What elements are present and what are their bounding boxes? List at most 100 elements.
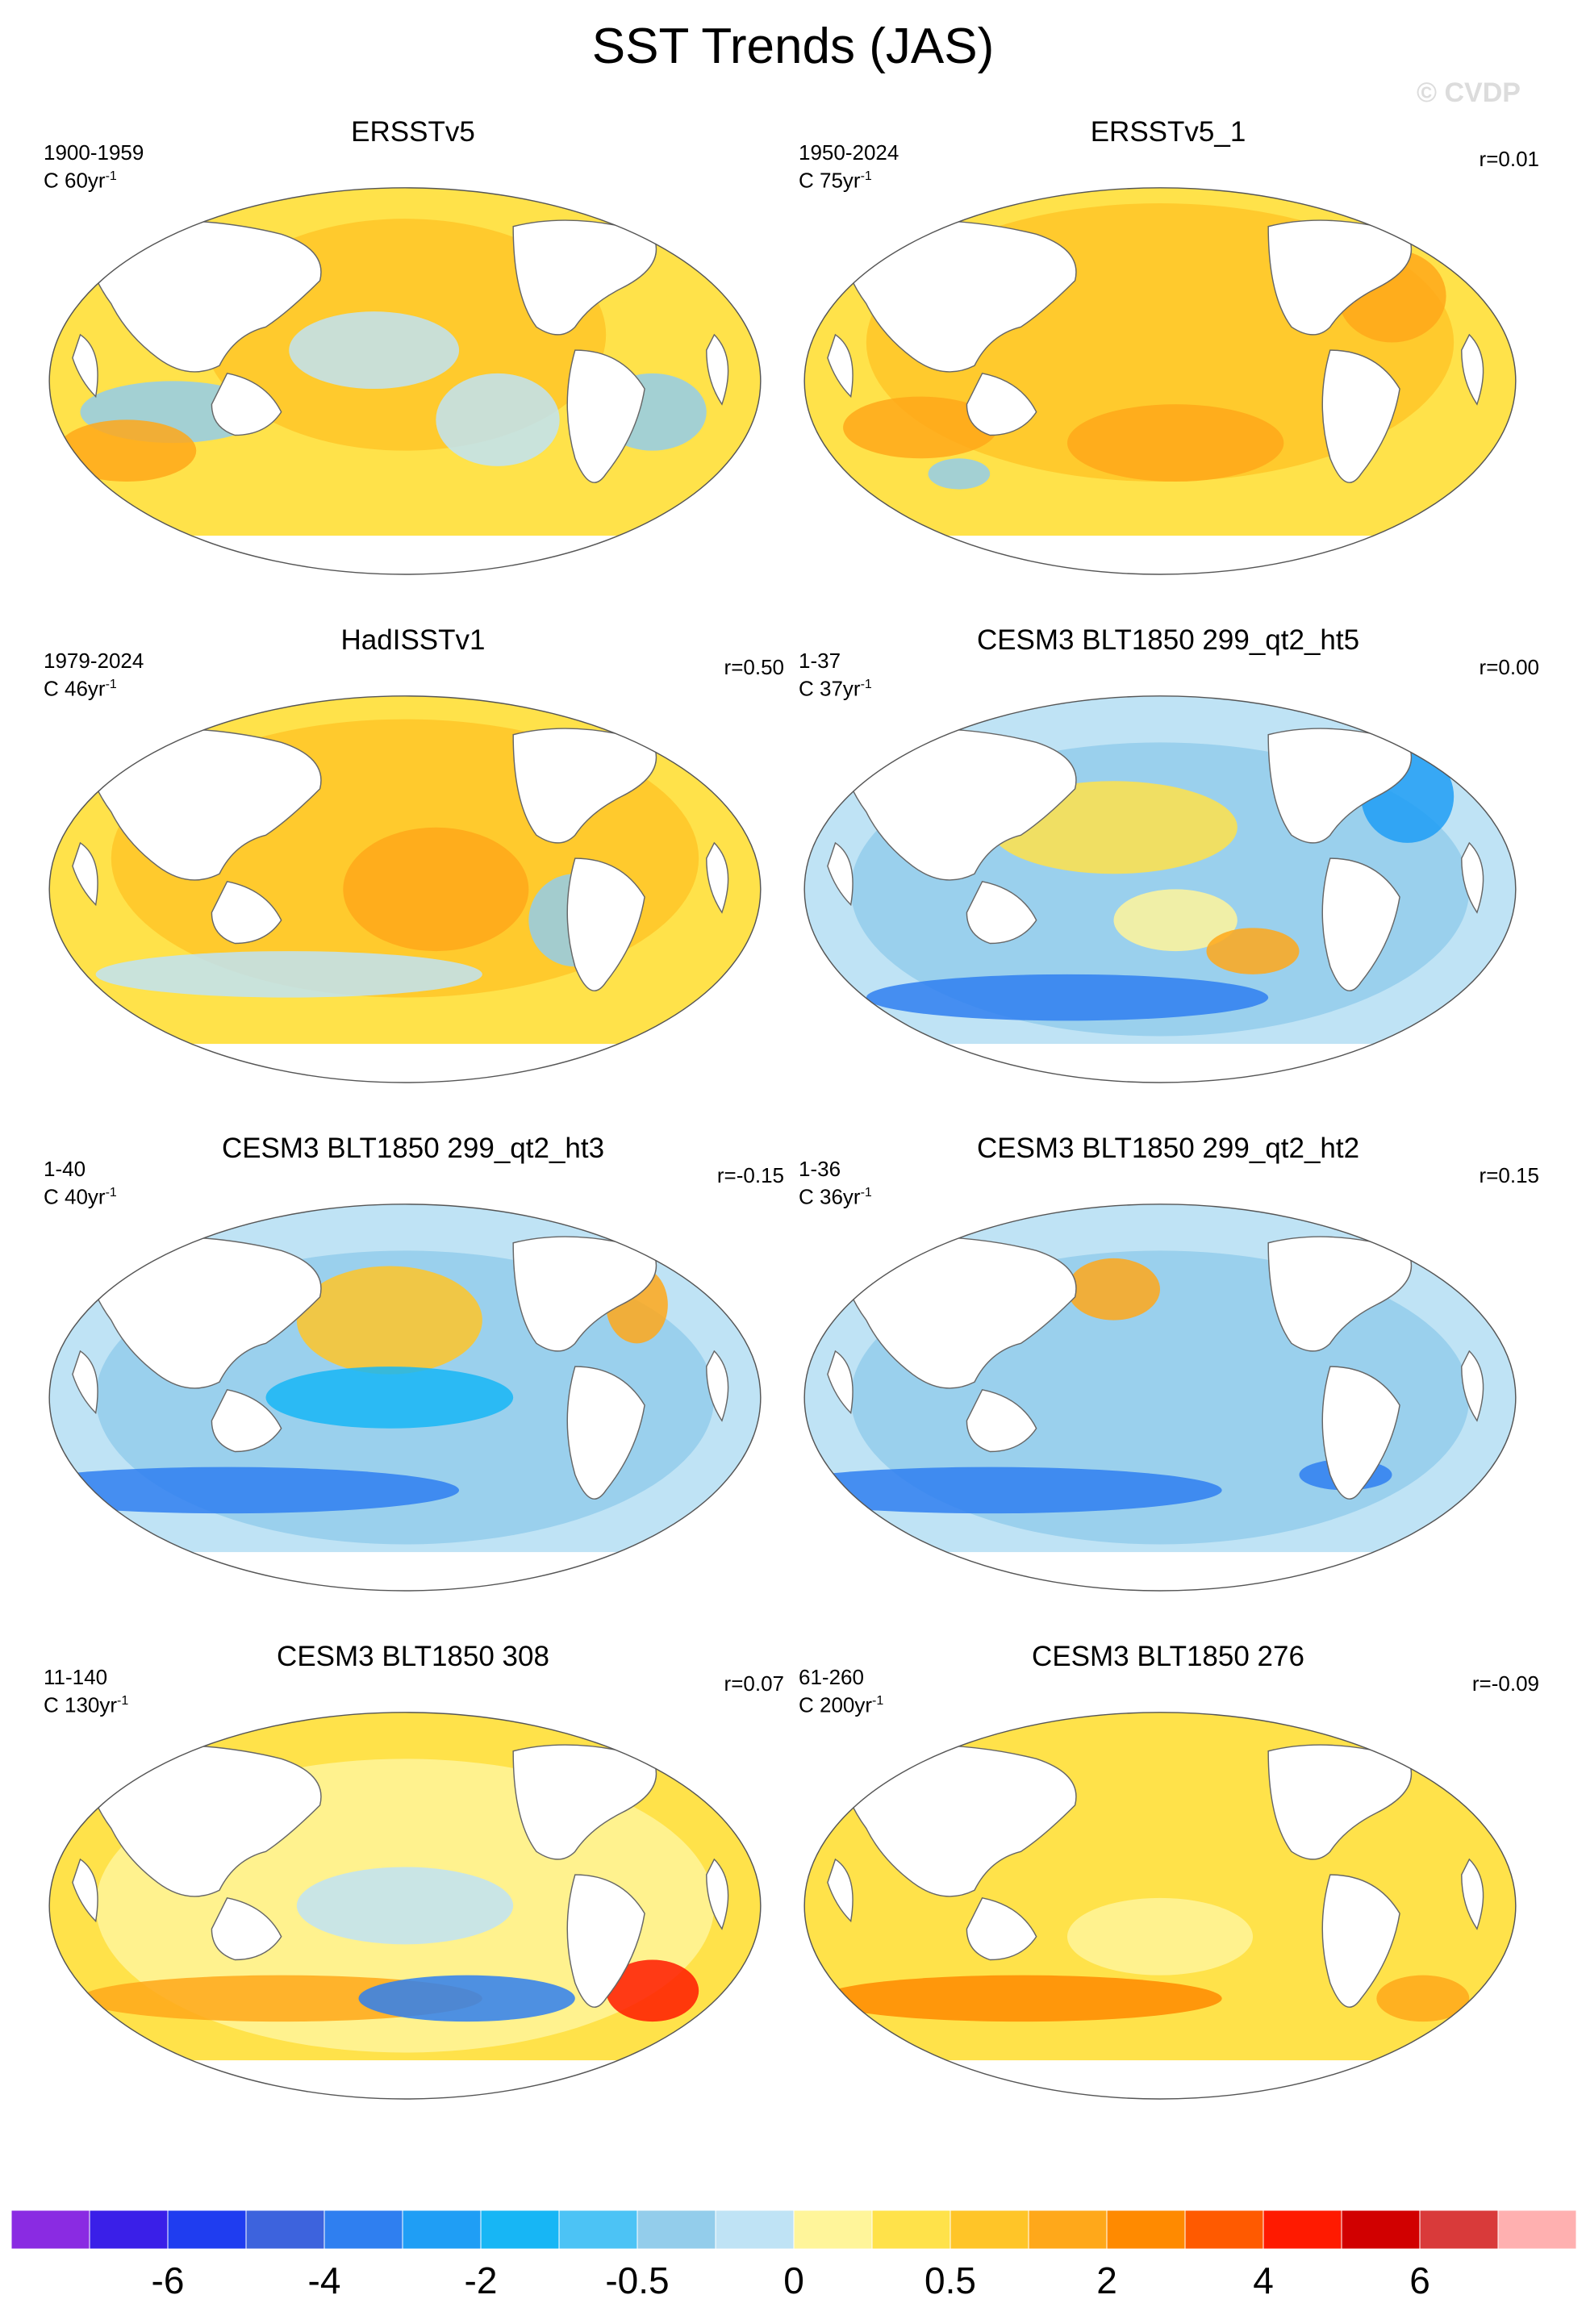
land-mask (566, 1874, 645, 2008)
antarctica-mask (49, 536, 761, 574)
trend-contour (1376, 1975, 1470, 2022)
trend-contour (1067, 1258, 1160, 1321)
period-label: 61-260 (799, 1665, 864, 1689)
map-panel: CESM3 BLT1850 299_qt2_ht3 1-40 C 40yr-1 r=-… (34, 1131, 792, 1671)
trend-contour (265, 1366, 514, 1429)
sst-trend-map (803, 1204, 1517, 1592)
trend-contour (1113, 889, 1237, 952)
colorbar-box (323, 2210, 403, 2250)
land-mask (827, 333, 854, 398)
panel-title: ERSSTv5_1 (1090, 116, 1246, 148)
units-exponent: -1 (860, 1186, 872, 1200)
antarctica-mask (804, 536, 1516, 574)
land-mask (1321, 349, 1400, 483)
colorbar-box (1184, 2210, 1264, 2250)
trend-contour (1067, 404, 1284, 482)
land-mask (827, 1858, 854, 1923)
pattern-correlation: r=0.00 (1479, 655, 1539, 679)
map-panel: CESM3 BLT1850 276 61-260 C 200yr-1 r=-0.09 (789, 1639, 1547, 2180)
map-boundary (803, 187, 1517, 575)
antarctica-mask (49, 2060, 761, 2099)
land-mask (211, 373, 282, 436)
land-mask (1267, 1744, 1412, 1860)
colorbar-tick-label: 2 (1096, 2259, 1117, 2301)
units-text: C 40yr (44, 1184, 106, 1209)
colorbar-box (715, 2210, 795, 2250)
colorbar-box (1028, 2210, 1108, 2250)
pattern-correlation: r=-0.09 (1471, 1671, 1539, 1696)
sst-trend-map (48, 1712, 762, 2100)
colorbar-box (480, 2210, 560, 2250)
trend-contour (928, 458, 991, 490)
land-mask (1267, 1236, 1412, 1352)
colorbar-tick-label: -4 (307, 2259, 341, 2301)
colorbar-tick-label: 0 (783, 2259, 804, 2301)
panel-title: CESM3 BLT1850 276 (1032, 1641, 1304, 1672)
colorbar-tick-label: -2 (464, 2259, 498, 2301)
units-exponent: -1 (105, 678, 117, 691)
units-label: C 37yr-1 (799, 673, 872, 701)
land-mask (211, 1389, 282, 1453)
trend-contour (343, 827, 529, 952)
map-boundary (48, 1204, 762, 1592)
colorbar-box (245, 2210, 325, 2250)
colorbar-box (1419, 2210, 1499, 2250)
land-mask (706, 333, 729, 406)
land-mask (566, 857, 645, 991)
colorbar-box (950, 2210, 1029, 2250)
trend-contour (296, 1867, 514, 1945)
units-exponent: -1 (872, 1694, 884, 1708)
units-label: C 60yr-1 (44, 165, 117, 193)
panel-title: CESM3 BLT1850 299_qt2_ht3 (221, 1133, 605, 1164)
land-mask (827, 1350, 854, 1415)
antarctica-mask (49, 1552, 761, 1591)
pattern-correlation: r=-0.15 (716, 1163, 784, 1187)
colorbar-box (11, 2210, 90, 2250)
trend-contour (296, 1266, 482, 1375)
land-mask (1321, 1874, 1400, 2008)
cvdp-watermark: © CVDP (1417, 77, 1521, 108)
sst-trend-map (48, 1204, 762, 1592)
period-label: 1-40 (44, 1157, 86, 1181)
land-mask (966, 881, 1037, 945)
colorbar-tick-label: 4 (1253, 2259, 1274, 2301)
sst-trend-map (803, 695, 1517, 1083)
pattern-correlation: r=0.07 (724, 1671, 784, 1696)
units-text: C 130yr (44, 1692, 118, 1717)
colorbar-box (167, 2210, 247, 2250)
land-mask (834, 1236, 1077, 1389)
units-label: C 130yr-1 (44, 1689, 128, 1717)
colorbar-box (1263, 2210, 1342, 2250)
period-label: 11-140 (44, 1665, 108, 1689)
trend-contour (820, 1975, 1222, 2022)
units-exponent: -1 (860, 169, 872, 183)
colorbar-box (1106, 2210, 1186, 2250)
units-exponent: -1 (860, 678, 872, 691)
trend-contour (95, 951, 482, 998)
panel-title: HadISSTv1 (340, 624, 486, 656)
colorbar-box (558, 2210, 638, 2250)
units-label: C 75yr-1 (799, 165, 872, 193)
pattern-correlation: r=0.15 (1479, 1163, 1539, 1187)
map-panel: ERSSTv5 1900-1959 C 60yr-1 (34, 115, 792, 655)
period-label: 1-36 (799, 1157, 841, 1181)
period-label: 1979-2024 (44, 649, 144, 673)
map-panel: CESM3 BLT1850 299_qt2_ht5 1-37 C 37yr-1 r=0… (789, 623, 1547, 1163)
land-mask (72, 841, 98, 907)
land-mask (512, 219, 657, 336)
trend-contour (804, 1467, 1222, 1514)
pattern-correlation: r=0.50 (724, 655, 784, 679)
units-text: C 200yr (799, 1692, 873, 1717)
units-text: C 46yr (44, 676, 106, 701)
colorbar-box (793, 2210, 873, 2250)
panel-title: CESM3 BLT1850 299_qt2_ht2 (976, 1133, 1360, 1164)
pattern-correlation: r=0.01 (1479, 147, 1539, 171)
colorbar-box (402, 2210, 482, 2250)
land-mask (1461, 333, 1484, 406)
land-mask (1461, 1350, 1484, 1422)
land-mask (706, 1858, 729, 1930)
land-mask (566, 1366, 645, 1500)
trend-contour (866, 974, 1269, 1021)
map-boundary (48, 695, 762, 1083)
units-exponent: -1 (105, 1186, 117, 1200)
